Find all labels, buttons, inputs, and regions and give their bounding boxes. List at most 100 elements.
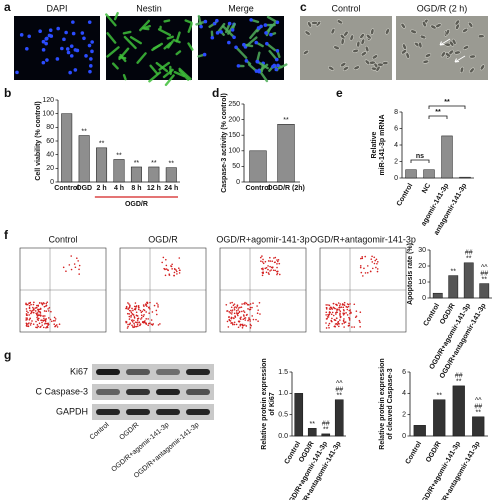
- event-dot: [178, 267, 180, 270]
- event-dot: [258, 301, 261, 304]
- cell: [469, 67, 475, 74]
- blot-strip: [92, 404, 214, 420]
- event-dot: [47, 322, 49, 325]
- event-dot: [376, 268, 379, 270]
- significance-mark: **: [116, 152, 122, 159]
- cell-process: [106, 46, 120, 58]
- event-dot: [328, 322, 331, 325]
- cell-process: [142, 24, 151, 30]
- event-dot: [39, 308, 41, 311]
- event-dot: [37, 317, 40, 320]
- event-dot: [43, 317, 45, 320]
- event-dot: [344, 321, 346, 324]
- plot-title: OGD/R: [148, 234, 178, 244]
- event-dot: [146, 305, 148, 308]
- significance-mark: **: [476, 410, 482, 417]
- event-dot: [47, 310, 50, 312]
- significance-mark: **: [456, 379, 462, 386]
- event-dot: [244, 317, 247, 319]
- y-tick-label: 6: [402, 369, 406, 376]
- y-axis-title: of cleaved Caspase-3: [387, 368, 394, 439]
- x-tick-label: 4 h: [114, 185, 124, 192]
- y-tick-label: 0: [236, 179, 240, 186]
- blot-band: [156, 409, 180, 415]
- event-dot: [55, 324, 58, 326]
- significance-mark: ^^: [475, 398, 482, 405]
- event-dot: [239, 323, 242, 326]
- event-dot: [164, 274, 167, 277]
- event-dot: [130, 314, 132, 317]
- y-tick-label: 2: [402, 412, 406, 419]
- event-dot: [44, 320, 47, 323]
- cell: [342, 66, 349, 71]
- event-dot: [26, 310, 28, 313]
- event-dot: [375, 258, 378, 261]
- event-dot: [339, 319, 341, 321]
- event-dot: [241, 303, 243, 305]
- event-dot: [42, 320, 45, 322]
- event-dot: [74, 266, 77, 269]
- event-dot: [276, 273, 278, 276]
- event-dot: [329, 306, 332, 309]
- event-dot: [78, 264, 81, 267]
- event-dot: [261, 274, 264, 277]
- event-dot: [26, 318, 28, 321]
- event-dot: [133, 324, 136, 326]
- event-dot: [28, 318, 31, 321]
- event-dot: [267, 260, 270, 262]
- event-dot: [246, 303, 249, 306]
- significance-mark: **: [337, 393, 343, 400]
- nucleus: [269, 32, 273, 37]
- blot-band: [96, 369, 120, 375]
- x-tick-label: 2 h: [97, 185, 107, 192]
- event-dot: [133, 326, 136, 328]
- event-dot: [333, 318, 336, 321]
- event-dot: [231, 323, 234, 326]
- event-dot: [142, 315, 145, 318]
- event-dot: [155, 313, 158, 316]
- event-dot: [346, 303, 349, 305]
- cell-process: [155, 61, 169, 73]
- x-tick-label: Control: [396, 182, 415, 207]
- event-dot: [151, 311, 154, 313]
- panel-label: d: [212, 86, 219, 100]
- event-dot: [128, 306, 131, 309]
- event-dot: [157, 306, 159, 308]
- event-dot: [339, 315, 341, 317]
- event-dot: [331, 317, 333, 320]
- event-dot: [343, 309, 345, 312]
- event-dot: [350, 312, 353, 314]
- event-dot: [62, 266, 65, 269]
- event-dot: [375, 266, 377, 269]
- cell-process: [268, 49, 278, 61]
- arrow: [439, 38, 451, 46]
- event-dot: [147, 324, 149, 327]
- event-dot: [133, 322, 135, 325]
- event-dot: [27, 325, 30, 328]
- significance-mark: **: [323, 427, 329, 434]
- event-dot: [362, 275, 364, 277]
- significance-mark: ##: [322, 421, 330, 428]
- event-dot: [134, 302, 137, 304]
- y-axis-title: Relative protein expression: [261, 358, 268, 449]
- event-dot: [28, 304, 31, 307]
- event-dot: [32, 308, 35, 310]
- y-tick-label: 40: [46, 152, 54, 159]
- bar: [294, 393, 304, 437]
- event-dot: [128, 315, 131, 318]
- event-dot: [327, 324, 330, 327]
- significance-mark: ^^: [336, 381, 343, 388]
- event-dot: [273, 257, 275, 259]
- event-dot: [35, 320, 37, 323]
- nucleus: [275, 48, 280, 53]
- event-dot: [53, 323, 56, 326]
- event-dot: [78, 273, 80, 275]
- event-dot: [237, 309, 239, 311]
- bar: [165, 167, 177, 183]
- nucleus: [215, 18, 219, 23]
- event-dot: [247, 308, 249, 310]
- cell: [311, 21, 318, 25]
- event-dot: [256, 305, 258, 307]
- y-axis-title: Cell viability (% control): [35, 101, 42, 180]
- event-dot: [47, 317, 50, 319]
